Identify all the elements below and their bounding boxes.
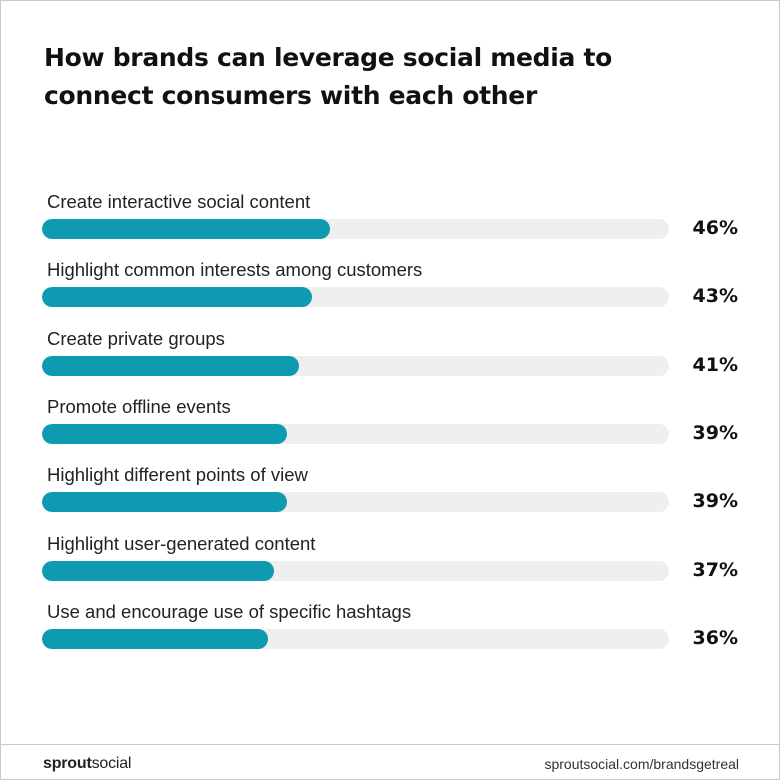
bar-label: Create private groups (47, 327, 225, 349)
bar-track (42, 492, 669, 513)
bar-value-label: 41% (692, 353, 738, 376)
bar (42, 628, 268, 649)
bar-row: Use and encourage use of specific hashta… (1, 601, 779, 669)
bar-track (42, 628, 669, 649)
bar-track (42, 423, 669, 444)
bar-chart: Create interactive social content 46% High… (1, 1, 779, 701)
bar (42, 287, 312, 308)
source-url: sproutsocial.com/brandsgetreal (544, 756, 739, 772)
bar-label: Create interactive social content (47, 191, 311, 212)
bar (42, 492, 287, 513)
bar-label: Use and encourage use of specific hashta… (47, 600, 412, 622)
bar-row: Create interactive social content 46% (1, 191, 779, 259)
bar-row: Highlight common interests among custome… (1, 259, 779, 327)
brand-logo-regular: social (91, 755, 132, 772)
bar-row: Highlight user-generated content 37% (1, 533, 779, 601)
bar-value-label: 43% (692, 285, 738, 308)
bar (42, 423, 287, 444)
bar-label: Promote offline events (47, 395, 231, 417)
bar (42, 355, 300, 376)
bar-label: Highlight different points of view (47, 464, 308, 486)
bar (42, 219, 331, 239)
bar-track (42, 287, 669, 308)
bar-value-label: 36% (692, 626, 738, 649)
brand-logo: sproutsocial (43, 754, 131, 774)
footer: sproutsocial sproutsocial.com/brandsgetr… (1, 744, 779, 780)
chart-title: How brands can leverage social media to … (44, 43, 613, 110)
bar-row: Highlight different points of view 39% (1, 464, 779, 532)
bar-track (42, 355, 669, 376)
bar-row: Create private groups 41% (1, 328, 779, 396)
bar (42, 560, 274, 581)
brand-logo-bold: sprout (43, 755, 92, 772)
bar-value-label: 39% (692, 490, 738, 513)
bar-track (42, 560, 669, 581)
bar-track (42, 219, 669, 239)
bar-value-label: 46% (692, 217, 738, 239)
bar-label: Highlight common interests among custome… (47, 259, 423, 281)
bar-row: Promote offline events 39% (1, 396, 779, 464)
bar-value-label: 39% (692, 421, 738, 444)
bar-value-label: 37% (692, 558, 738, 581)
bar-label: Highlight user-generated content (47, 532, 316, 554)
